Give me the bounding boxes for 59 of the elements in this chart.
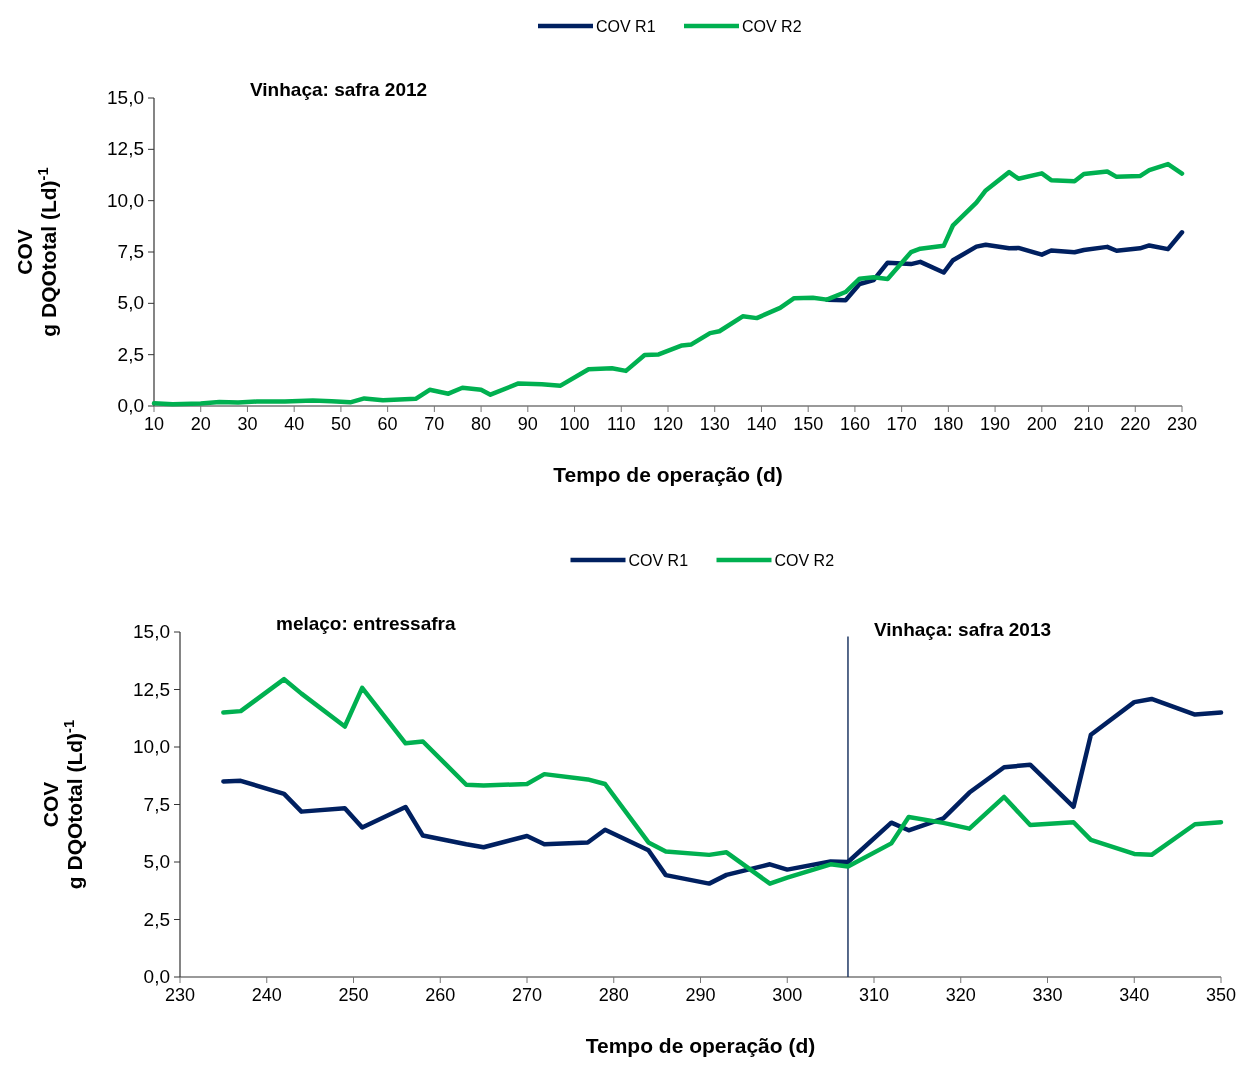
x-tick-label: 200 <box>1026 414 1057 434</box>
x-tick-label: 20 <box>190 414 211 434</box>
y-tick-label: 10,0 <box>107 189 144 211</box>
x-tick-label: 350 <box>1205 985 1237 1005</box>
x-tick-label: 140 <box>746 414 777 434</box>
x-tick-label: 150 <box>793 414 824 434</box>
x-tick-label: 240 <box>251 985 282 1005</box>
x-tick-label: 300 <box>772 985 803 1005</box>
annotation: melaço: entressafra <box>276 613 456 634</box>
legend-label: COV R1 <box>596 18 656 35</box>
x-tick-label: 270 <box>511 985 543 1005</box>
x-tick-label: 320 <box>945 985 976 1005</box>
x-tick-label: 10 <box>143 414 165 434</box>
y-tick-label: 5,0 <box>117 292 144 314</box>
x-tick-label: 100 <box>559 414 590 434</box>
x-tick-label: 340 <box>1119 985 1150 1005</box>
x-tick-label: 230 <box>1166 414 1198 434</box>
y-tick-label: 7,5 <box>117 241 144 262</box>
x-tick-label: 120 <box>652 414 684 434</box>
y-tick-label: 12,5 <box>107 138 144 160</box>
x-tick-label: 60 <box>377 414 398 434</box>
x-tick-label: 80 <box>471 414 492 434</box>
x-tick-label: 170 <box>886 414 917 434</box>
legend-label: COV R2 <box>742 18 802 35</box>
y-tick-label: 7,5 <box>143 793 170 815</box>
y-tick-label: 15,0 <box>133 621 170 642</box>
x-tick-label: 110 <box>606 414 636 434</box>
y-tick-label: 0,0 <box>117 395 144 416</box>
x-tick-label: 30 <box>237 414 258 434</box>
x-tick-label: 230 <box>164 985 196 1005</box>
x-tick-label: 50 <box>330 414 351 434</box>
y-tick-label: 0,0 <box>143 966 170 987</box>
ref-line-label: Vinhaça: safra 2013 <box>873 619 1052 640</box>
x-tick-label: 250 <box>338 985 369 1005</box>
x-tick-label: 40 <box>284 414 305 434</box>
x-tick-label: 70 <box>424 414 445 434</box>
y-tick-label: 12,5 <box>133 678 170 700</box>
x-tick-label: 220 <box>1120 414 1151 434</box>
y-tick-label: 5,0 <box>143 851 170 872</box>
y-tick-label: 2,5 <box>143 908 170 930</box>
x-tick-label: 130 <box>699 414 730 434</box>
x-tick-label: 280 <box>598 985 629 1005</box>
x-tick-label: 190 <box>980 414 1011 434</box>
annotation: Vinhaça: safra 2012 <box>250 79 428 100</box>
y-tick-label: 10,0 <box>133 736 170 757</box>
x-tick-label: 260 <box>425 985 456 1005</box>
x-tick-label: 310 <box>858 985 890 1005</box>
x-axis-title: Tempo de operação (d) <box>553 463 783 486</box>
x-tick-label: 330 <box>1032 985 1063 1005</box>
legend-label: COV R2 <box>774 552 835 569</box>
x-tick-label: 210 <box>1073 414 1104 434</box>
legend-label: COV R1 <box>628 552 689 569</box>
x-tick-label: 160 <box>839 414 870 434</box>
x-tick-label: 180 <box>933 414 964 434</box>
y-tick-label: 15,0 <box>107 87 144 108</box>
x-tick-label: 90 <box>517 414 538 434</box>
x-tick-label: 290 <box>685 985 716 1005</box>
x-axis-title: Tempo de operação (d) <box>585 1034 816 1057</box>
y-tick-label: 2,5 <box>117 343 144 365</box>
